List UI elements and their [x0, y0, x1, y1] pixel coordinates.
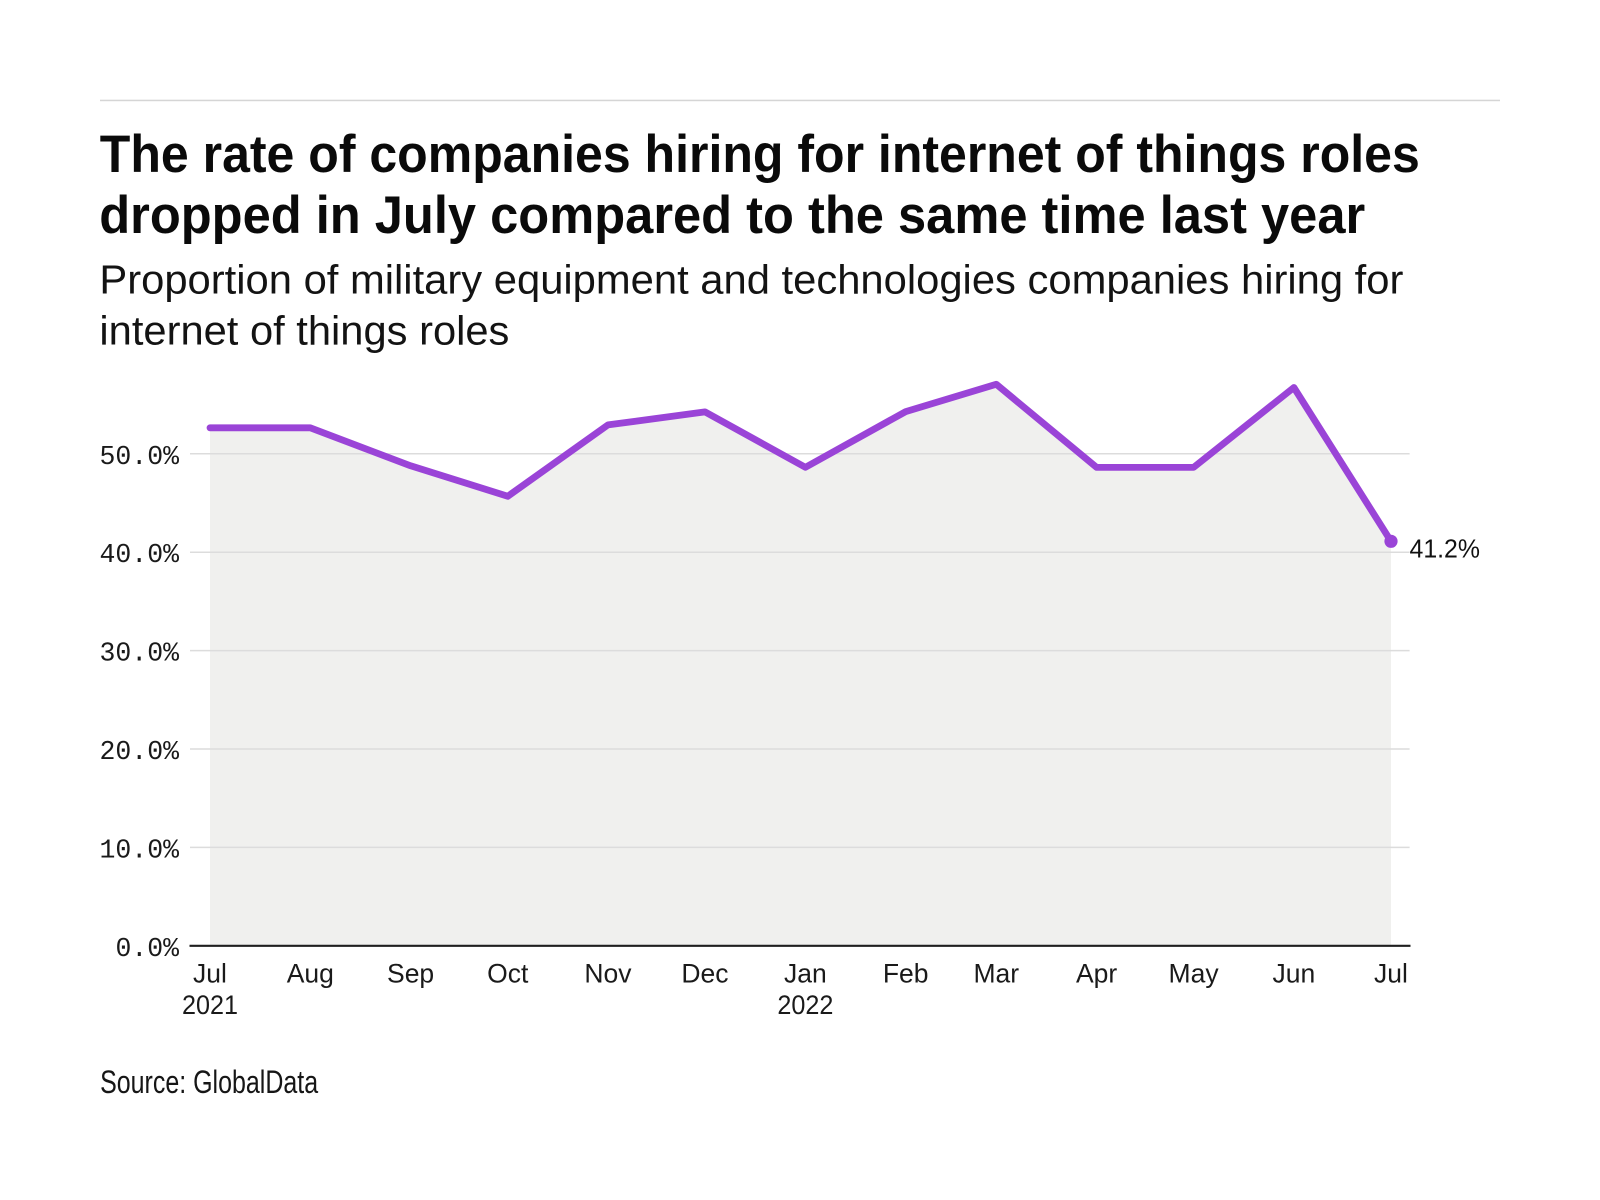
svg-text:Proportion of military equipme: Proportion of military equipment and tec… — [99, 257, 1403, 303]
svg-text:41.2%: 41.2% — [1410, 534, 1481, 564]
svg-text:The rate of companies hiring f: The rate of companies hiring for interne… — [100, 125, 1420, 184]
svg-text:2022: 2022 — [777, 990, 833, 1020]
svg-text:Oct: Oct — [487, 959, 529, 989]
svg-text:Jun: Jun — [1273, 959, 1316, 989]
svg-text:internet of things roles: internet of things roles — [99, 308, 509, 354]
svg-text:dropped in July compared to th: dropped in July compared to the same tim… — [99, 186, 1365, 245]
svg-text:Feb: Feb — [883, 959, 929, 989]
svg-text:10.0%: 10.0% — [100, 836, 180, 866]
svg-text:Nov: Nov — [584, 959, 632, 989]
svg-text:20.0%: 20.0% — [100, 738, 180, 768]
svg-text:40.0%: 40.0% — [100, 541, 180, 571]
svg-text:50.0%: 50.0% — [100, 443, 180, 473]
svg-text:May: May — [1169, 959, 1220, 989]
svg-text:Aug: Aug — [287, 959, 334, 989]
svg-text:Apr: Apr — [1076, 959, 1117, 989]
svg-text:2021: 2021 — [182, 990, 238, 1020]
svg-text:Jul: Jul — [193, 959, 227, 989]
svg-text:Source: GlobalData: Source: GlobalData — [100, 1064, 318, 1100]
svg-text:Sep: Sep — [387, 959, 434, 989]
svg-text:Jul: Jul — [1374, 959, 1408, 989]
svg-text:Dec: Dec — [681, 959, 728, 989]
svg-text:0.0%: 0.0% — [116, 935, 180, 965]
svg-text:Mar: Mar — [973, 959, 1019, 989]
svg-text:30.0%: 30.0% — [100, 640, 180, 670]
svg-text:Jan: Jan — [784, 959, 827, 989]
